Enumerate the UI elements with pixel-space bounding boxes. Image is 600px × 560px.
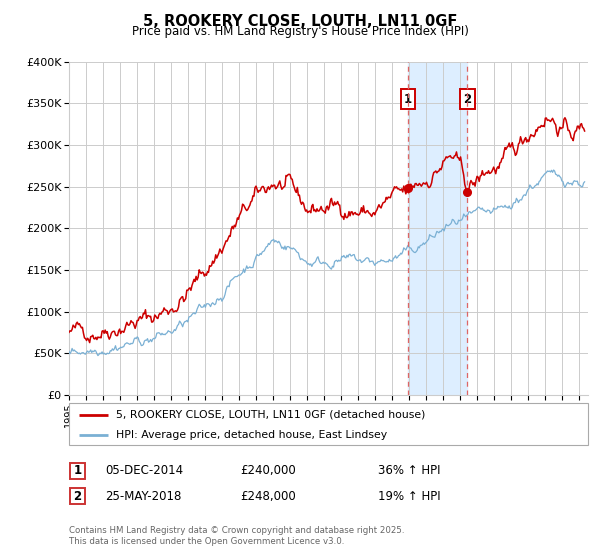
Text: 2: 2 xyxy=(73,489,82,503)
Text: 36% ↑ HPI: 36% ↑ HPI xyxy=(378,464,440,478)
Text: 05-DEC-2014: 05-DEC-2014 xyxy=(105,464,183,478)
Text: Price paid vs. HM Land Registry's House Price Index (HPI): Price paid vs. HM Land Registry's House … xyxy=(131,25,469,38)
Text: 5, ROOKERY CLOSE, LOUTH, LN11 0GF (detached house): 5, ROOKERY CLOSE, LOUTH, LN11 0GF (detac… xyxy=(116,410,425,420)
Bar xyxy=(408,62,467,395)
Text: 2: 2 xyxy=(463,92,471,106)
Text: 5, ROOKERY CLOSE, LOUTH, LN11 0GF: 5, ROOKERY CLOSE, LOUTH, LN11 0GF xyxy=(143,14,457,29)
Text: Contains HM Land Registry data © Crown copyright and database right 2025.
This d: Contains HM Land Registry data © Crown c… xyxy=(69,526,404,546)
Text: 19% ↑ HPI: 19% ↑ HPI xyxy=(378,489,440,503)
Text: 1: 1 xyxy=(73,464,82,478)
Text: HPI: Average price, detached house, East Lindsey: HPI: Average price, detached house, East… xyxy=(116,430,387,440)
Text: £240,000: £240,000 xyxy=(240,464,296,478)
Text: £248,000: £248,000 xyxy=(240,489,296,503)
Text: 1: 1 xyxy=(404,92,412,106)
Text: 25-MAY-2018: 25-MAY-2018 xyxy=(105,489,181,503)
